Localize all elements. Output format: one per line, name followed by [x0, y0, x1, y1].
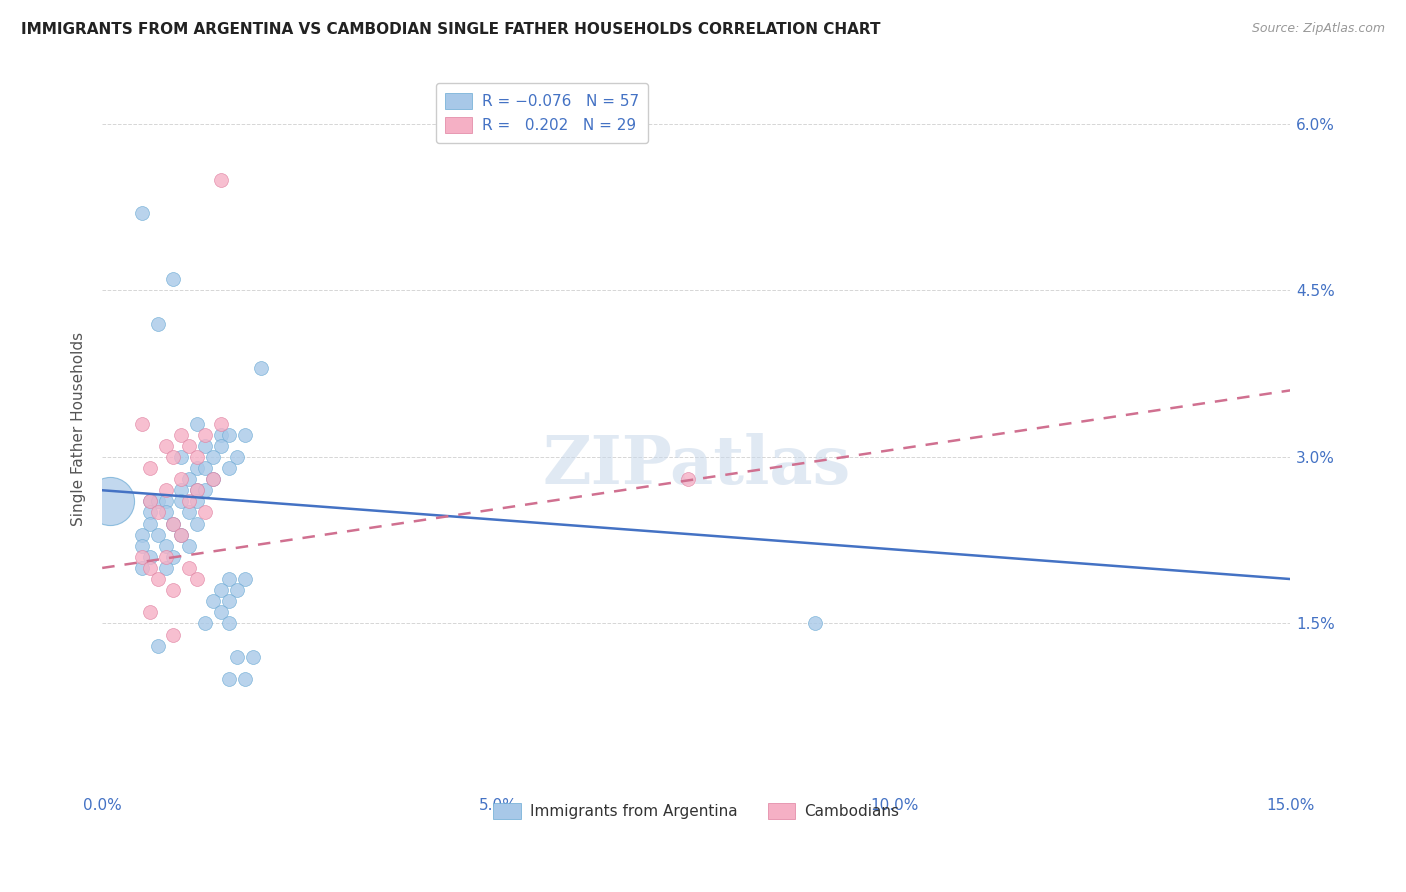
Point — [146, 527, 169, 541]
Point — [138, 605, 160, 619]
Point — [138, 516, 160, 531]
Point — [194, 439, 217, 453]
Point — [209, 583, 232, 598]
Point — [225, 583, 247, 598]
Point — [209, 417, 232, 431]
Point — [202, 450, 225, 464]
Point — [194, 505, 217, 519]
Point — [179, 539, 201, 553]
Point — [138, 461, 160, 475]
Point — [209, 172, 232, 186]
Point — [162, 450, 184, 464]
Point — [170, 450, 193, 464]
Point — [162, 549, 184, 564]
Point — [186, 450, 208, 464]
Point — [162, 627, 184, 641]
Point — [155, 439, 177, 453]
Point — [138, 561, 160, 575]
Point — [233, 427, 256, 442]
Point — [218, 572, 240, 586]
Point — [242, 649, 264, 664]
Point — [194, 427, 217, 442]
Point — [146, 572, 169, 586]
Point — [186, 516, 208, 531]
Point — [804, 616, 827, 631]
Point — [249, 361, 271, 376]
Point — [202, 472, 225, 486]
Point — [218, 427, 240, 442]
Point — [209, 605, 232, 619]
Point — [233, 572, 256, 586]
Point — [179, 505, 201, 519]
Point — [194, 461, 217, 475]
Point — [155, 505, 177, 519]
Point — [146, 505, 169, 519]
Point — [225, 450, 247, 464]
Point — [162, 516, 184, 531]
Point — [131, 539, 153, 553]
Point — [186, 483, 208, 498]
Legend: Immigrants from Argentina, Cambodians: Immigrants from Argentina, Cambodians — [486, 797, 905, 826]
Point — [155, 539, 177, 553]
Point — [179, 561, 201, 575]
Point — [186, 572, 208, 586]
Point — [131, 417, 153, 431]
Point — [138, 494, 160, 508]
Point — [155, 494, 177, 508]
Point — [194, 616, 217, 631]
Text: Source: ZipAtlas.com: Source: ZipAtlas.com — [1251, 22, 1385, 36]
Point — [218, 461, 240, 475]
Point — [170, 427, 193, 442]
Point — [131, 561, 153, 575]
Point — [155, 483, 177, 498]
Point — [218, 616, 240, 631]
Point — [202, 594, 225, 608]
Point — [138, 494, 160, 508]
Point — [194, 483, 217, 498]
Point — [225, 649, 247, 664]
Point — [186, 461, 208, 475]
Point — [170, 527, 193, 541]
Text: ZIPatlas: ZIPatlas — [543, 433, 851, 498]
Point — [179, 494, 201, 508]
Point — [138, 505, 160, 519]
Point — [138, 549, 160, 564]
Y-axis label: Single Father Households: Single Father Households — [72, 332, 86, 526]
Point — [146, 494, 169, 508]
Point — [170, 494, 193, 508]
Point — [162, 516, 184, 531]
Point — [131, 527, 153, 541]
Point — [162, 583, 184, 598]
Text: IMMIGRANTS FROM ARGENTINA VS CAMBODIAN SINGLE FATHER HOUSEHOLDS CORRELATION CHAR: IMMIGRANTS FROM ARGENTINA VS CAMBODIAN S… — [21, 22, 880, 37]
Point — [186, 417, 208, 431]
Point — [678, 472, 700, 486]
Point — [170, 472, 193, 486]
Point — [162, 272, 184, 286]
Point — [202, 472, 225, 486]
Point — [186, 494, 208, 508]
Point — [131, 206, 153, 220]
Point — [218, 594, 240, 608]
Point — [186, 483, 208, 498]
Point — [155, 549, 177, 564]
Point — [131, 549, 153, 564]
Point — [146, 317, 169, 331]
Point — [146, 639, 169, 653]
Point — [179, 439, 201, 453]
Point — [155, 561, 177, 575]
Point — [170, 527, 193, 541]
Point — [233, 672, 256, 686]
Point — [179, 472, 201, 486]
Point — [209, 439, 232, 453]
Point — [170, 483, 193, 498]
Point — [209, 427, 232, 442]
Point — [218, 672, 240, 686]
Point — [98, 494, 121, 508]
